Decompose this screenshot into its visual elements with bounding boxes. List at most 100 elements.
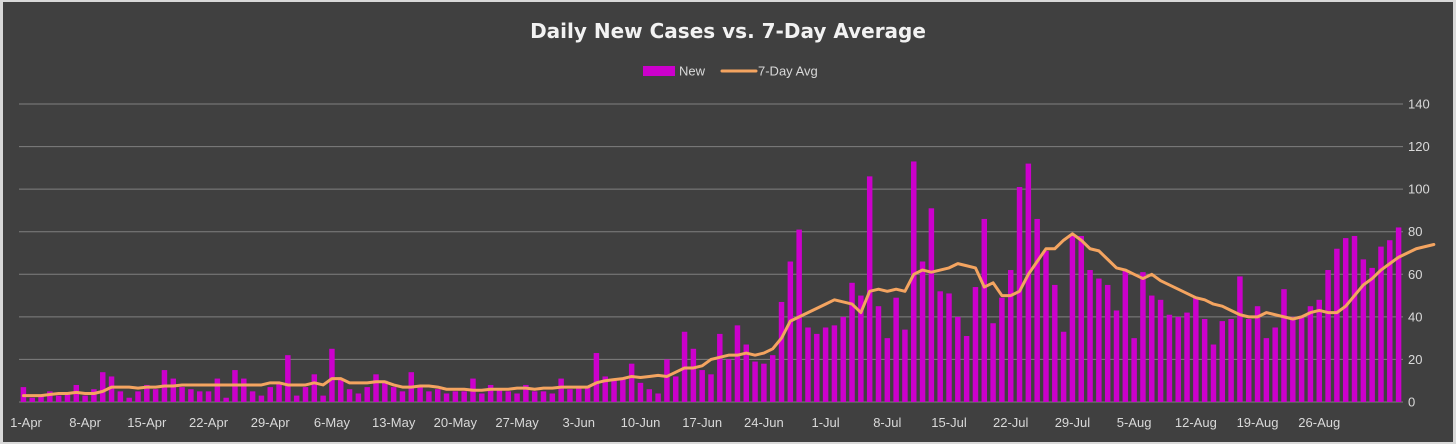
x-tick-label: 29-Jul xyxy=(1055,415,1091,430)
bar-new xyxy=(1272,328,1277,403)
bar-new xyxy=(1202,319,1207,402)
bar-new xyxy=(118,391,123,402)
bar-new xyxy=(770,355,775,402)
bar-new xyxy=(488,385,493,402)
bar-new xyxy=(550,393,555,402)
bar-new xyxy=(135,391,140,402)
bar-new xyxy=(338,379,343,402)
bar-new xyxy=(1123,270,1128,402)
bar-new xyxy=(629,364,634,402)
bar-new xyxy=(920,262,925,402)
x-tick-label: 29-Apr xyxy=(251,415,291,430)
bar-new xyxy=(1299,317,1304,402)
bar-new xyxy=(973,287,978,402)
legend-swatch-new xyxy=(643,66,675,76)
legend-label-new: New xyxy=(679,64,706,79)
chart-canvas: Daily New Cases vs. 7-Day Average New 7-… xyxy=(0,0,1456,444)
x-tick-label: 3-Jun xyxy=(563,415,596,430)
bar-new xyxy=(285,355,290,402)
bar-new xyxy=(655,393,660,402)
bar-new xyxy=(558,379,563,402)
bar-new xyxy=(1290,317,1295,402)
bar-new xyxy=(100,372,105,402)
bar-new xyxy=(347,389,352,402)
bar-new xyxy=(885,338,890,402)
bar-new xyxy=(788,262,793,402)
x-tick-label: 22-Apr xyxy=(189,415,229,430)
bar-new xyxy=(1131,338,1136,402)
bar-new xyxy=(1149,296,1154,402)
x-tick-label: 1-Apr xyxy=(10,415,42,430)
bar-new xyxy=(937,291,942,402)
bar-new xyxy=(453,391,458,402)
bar-new xyxy=(1114,310,1119,402)
bar-new xyxy=(303,387,308,402)
bar-new xyxy=(1246,319,1251,402)
bar-new xyxy=(541,391,546,402)
bar-new xyxy=(585,387,590,402)
bar-new xyxy=(329,349,334,402)
y-tick-label: 0 xyxy=(1408,395,1415,410)
bar-new xyxy=(1396,227,1401,402)
x-tick-label: 17-Jun xyxy=(682,415,722,430)
bar-new xyxy=(223,398,228,402)
x-tick-label: 8-Jul xyxy=(873,415,901,430)
y-tick-label: 40 xyxy=(1408,309,1422,324)
y-tick-label: 20 xyxy=(1408,352,1422,367)
bar-new xyxy=(1017,187,1022,402)
bar-new xyxy=(1228,319,1233,402)
bar-new xyxy=(1352,236,1357,402)
bar-new xyxy=(893,298,898,402)
bar-new xyxy=(241,379,246,402)
bar-new xyxy=(567,389,572,402)
bar-new xyxy=(1167,315,1172,402)
bar-new xyxy=(461,391,466,402)
y-tick-label: 120 xyxy=(1408,139,1430,154)
bar-new xyxy=(1184,313,1189,402)
y-tick-label: 60 xyxy=(1408,267,1422,282)
bar-new xyxy=(691,349,696,402)
bar-new xyxy=(356,393,361,402)
bar-new xyxy=(611,381,616,402)
bar-new xyxy=(1052,285,1057,402)
bar-new xyxy=(391,387,396,402)
bar-new xyxy=(1026,164,1031,402)
bar-new xyxy=(955,317,960,402)
bar-new xyxy=(876,306,881,402)
bar-new xyxy=(1096,279,1101,402)
bar-new xyxy=(699,370,704,402)
bar-new xyxy=(1343,238,1348,402)
bar-new xyxy=(373,374,378,402)
bar-new xyxy=(188,389,193,402)
bar-new xyxy=(1105,285,1110,402)
bar-new xyxy=(638,383,643,402)
bar-new xyxy=(294,396,299,402)
bar-new xyxy=(805,328,810,403)
bar-new xyxy=(594,353,599,402)
bar-new xyxy=(752,362,757,402)
bar-new xyxy=(1193,298,1198,402)
x-tick-label: 19-Aug xyxy=(1237,415,1279,430)
bar-new xyxy=(673,376,678,402)
bar-new xyxy=(364,387,369,402)
x-tick-label: 13-May xyxy=(372,415,416,430)
x-tick-label: 26-Aug xyxy=(1298,415,1340,430)
x-tick-label: 22-Jul xyxy=(993,415,1029,430)
bar-new xyxy=(532,391,537,402)
bar-new xyxy=(1264,338,1269,402)
bar-new xyxy=(1334,249,1339,402)
bar-new xyxy=(250,391,255,402)
x-tick-label: 27-May xyxy=(495,415,539,430)
bar-new xyxy=(1308,306,1313,402)
bar-new xyxy=(946,293,951,402)
bar-new xyxy=(435,389,440,402)
chart-frame: Daily New Cases vs. 7-Day Average New 7-… xyxy=(0,0,1456,444)
bar-new xyxy=(91,389,96,402)
bar-new xyxy=(779,302,784,402)
bar-new xyxy=(761,364,766,402)
bar-new xyxy=(479,393,484,402)
bar-new xyxy=(126,398,131,402)
bar-new xyxy=(320,396,325,402)
bar-new xyxy=(1079,236,1084,402)
bar-new xyxy=(1087,270,1092,402)
